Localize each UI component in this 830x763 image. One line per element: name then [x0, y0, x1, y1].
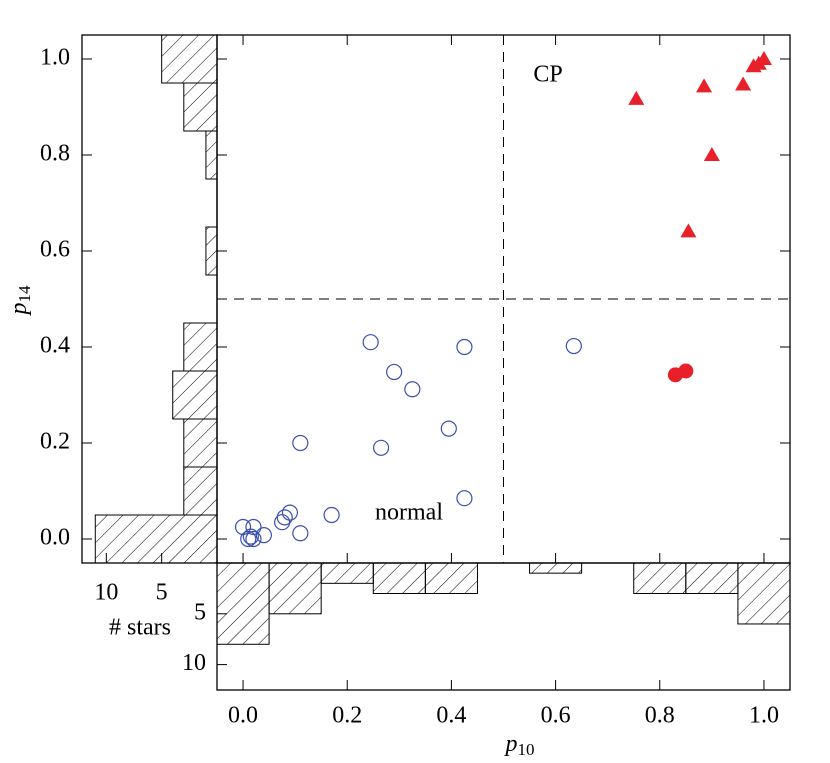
y-tick-label: 10 — [182, 650, 206, 676]
left-hist-frame — [81, 34, 218, 564]
point — [245, 518, 262, 536]
point — [696, 78, 713, 93]
x-tick-label: 0.0 — [228, 703, 258, 729]
point — [755, 51, 772, 65]
y-label-sub: 14 — [15, 285, 34, 303]
point — [565, 337, 582, 355]
point — [240, 530, 257, 548]
hist-bar — [268, 562, 322, 615]
hist-bar — [216, 562, 270, 645]
point — [386, 363, 403, 381]
y-label-base: p — [6, 303, 32, 317]
hist-bar — [737, 562, 791, 625]
bottom-hist-frame — [216, 562, 791, 691]
hist-bar — [161, 34, 218, 84]
point — [703, 147, 720, 161]
x-label-sub: 10 — [518, 740, 535, 759]
hist-bar — [205, 130, 218, 180]
hist-bar — [183, 82, 218, 132]
x-tick-label: 5 — [156, 580, 168, 606]
point — [276, 509, 293, 526]
hist-bar — [183, 466, 218, 516]
point — [440, 420, 457, 437]
point — [292, 434, 309, 452]
point — [678, 363, 694, 379]
hist-bar — [633, 562, 687, 594]
hist-bar — [529, 562, 583, 574]
y-tick-label: 0.0 — [40, 525, 70, 551]
point — [323, 506, 340, 524]
point — [242, 528, 259, 545]
y-tick-label: 1.0 — [40, 45, 70, 71]
point — [362, 334, 379, 351]
y-tick-label: 0.4 — [40, 333, 70, 359]
x-tick-label: 0.8 — [645, 703, 675, 729]
x-tick-label: 10 — [94, 580, 118, 606]
point — [404, 381, 421, 398]
x-axis-label: p10 — [504, 731, 535, 759]
hist-bar — [183, 322, 218, 372]
x-tick-label: 0.2 — [332, 703, 362, 729]
hist-bar — [172, 370, 218, 420]
point — [456, 490, 473, 507]
y-tick-label: 0.8 — [40, 141, 70, 167]
point — [245, 530, 262, 548]
point — [456, 338, 473, 356]
hist-bar — [183, 418, 218, 468]
point — [281, 504, 299, 521]
point — [255, 527, 272, 544]
y-axis-label: p14 — [6, 285, 34, 317]
hist-bar — [320, 562, 374, 584]
point — [292, 525, 309, 542]
plot-layer — [82, 34, 791, 690]
hist-bar — [685, 562, 739, 594]
hist-bar — [205, 226, 218, 276]
x-tick-label: 0.6 — [541, 703, 571, 729]
x-tick-label: 1.0 — [749, 703, 779, 729]
hist-bar — [424, 562, 478, 594]
x-tick-label: 0.4 — [436, 703, 466, 729]
point — [372, 439, 390, 456]
hist-bar — [372, 562, 426, 594]
point — [735, 76, 752, 91]
annotation: CP — [533, 62, 562, 88]
hist-bar — [94, 514, 218, 564]
point — [628, 90, 645, 105]
y-tick-label: 0.6 — [40, 237, 70, 263]
y-tick-label: 5 — [194, 599, 206, 625]
annotation: normal — [375, 500, 443, 526]
y-tick-label: 0.2 — [40, 429, 70, 455]
hist-axis-label: # stars — [109, 615, 171, 641]
x-label-base: p — [504, 731, 518, 757]
point — [680, 223, 697, 238]
